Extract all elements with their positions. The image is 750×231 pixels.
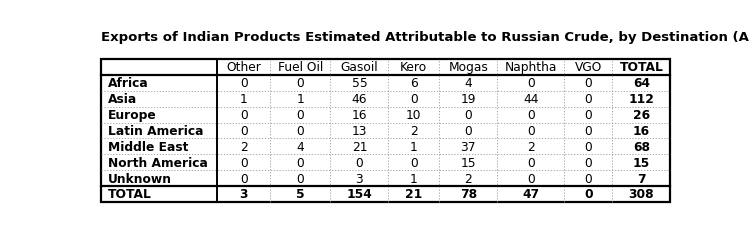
Text: 26: 26 [633, 109, 650, 122]
Text: 64: 64 [633, 77, 650, 90]
Text: 55: 55 [352, 77, 368, 90]
Text: 2: 2 [410, 125, 418, 137]
Text: 0: 0 [240, 77, 248, 90]
Text: Africa: Africa [108, 77, 148, 90]
Text: 0: 0 [464, 125, 472, 137]
Text: 0: 0 [527, 125, 535, 137]
Text: Europe: Europe [108, 109, 157, 122]
Text: Mogas: Mogas [448, 61, 488, 74]
Text: 0: 0 [296, 172, 304, 185]
Text: 0: 0 [527, 172, 535, 185]
Text: 0: 0 [584, 93, 592, 106]
Text: 37: 37 [460, 140, 476, 153]
Text: 308: 308 [628, 188, 654, 201]
Text: 0: 0 [296, 125, 304, 137]
Text: Unknown: Unknown [108, 172, 172, 185]
Text: 0: 0 [296, 156, 304, 169]
Bar [100, 60, 670, 202]
Text: 0: 0 [410, 93, 418, 106]
Text: 7: 7 [637, 172, 646, 185]
Text: TOTAL: TOTAL [108, 188, 152, 201]
Text: 5: 5 [296, 188, 304, 201]
Text: 2: 2 [240, 140, 248, 153]
Text: Latin America: Latin America [108, 125, 203, 137]
Text: 16: 16 [352, 109, 368, 122]
Text: 0: 0 [584, 188, 592, 201]
Text: 15: 15 [633, 156, 650, 169]
Text: 0: 0 [584, 172, 592, 185]
Text: 68: 68 [633, 140, 650, 153]
Text: 4: 4 [296, 140, 304, 153]
Text: 0: 0 [464, 109, 472, 122]
Text: Exports of Indian Products Estimated Attributable to Russian Crude, by Destinati: Exports of Indian Products Estimated Att… [100, 30, 750, 43]
Text: Naphtha: Naphtha [505, 61, 557, 74]
Text: 112: 112 [628, 93, 654, 106]
Text: 0: 0 [240, 156, 248, 169]
Text: 1: 1 [296, 93, 304, 106]
Text: 0: 0 [584, 109, 592, 122]
Text: 15: 15 [460, 156, 476, 169]
Text: Middle East: Middle East [108, 140, 188, 153]
Text: 0: 0 [410, 156, 418, 169]
Text: 1: 1 [410, 140, 418, 153]
Text: 2: 2 [464, 172, 472, 185]
Text: 0: 0 [240, 125, 248, 137]
Text: 2: 2 [527, 140, 535, 153]
Text: 0: 0 [240, 109, 248, 122]
Text: 0: 0 [527, 77, 535, 90]
Text: 16: 16 [633, 125, 650, 137]
Text: TOTAL: TOTAL [620, 61, 663, 74]
Text: Kero: Kero [400, 61, 427, 74]
Text: Fuel Oil: Fuel Oil [278, 61, 323, 74]
Text: Gasoil: Gasoil [340, 61, 378, 74]
Text: 19: 19 [460, 93, 476, 106]
Text: 10: 10 [406, 109, 422, 122]
Text: North America: North America [108, 156, 208, 169]
Text: 21: 21 [405, 188, 422, 201]
Text: 0: 0 [584, 77, 592, 90]
Text: Asia: Asia [108, 93, 137, 106]
Text: 0: 0 [584, 156, 592, 169]
Text: 0: 0 [527, 156, 535, 169]
Text: 46: 46 [352, 93, 368, 106]
Text: 44: 44 [523, 93, 538, 106]
Text: 4: 4 [464, 77, 472, 90]
Text: 0: 0 [356, 156, 363, 169]
Text: 6: 6 [410, 77, 418, 90]
Text: 13: 13 [352, 125, 368, 137]
Text: 78: 78 [460, 188, 477, 201]
Text: 0: 0 [296, 77, 304, 90]
Text: 0: 0 [527, 109, 535, 122]
Text: 0: 0 [240, 172, 248, 185]
Text: 0: 0 [584, 125, 592, 137]
Text: 3: 3 [239, 188, 248, 201]
Text: 1: 1 [240, 93, 248, 106]
Text: 154: 154 [346, 188, 372, 201]
Text: 1: 1 [410, 172, 418, 185]
Text: 47: 47 [522, 188, 539, 201]
Text: 3: 3 [356, 172, 363, 185]
Text: 0: 0 [296, 109, 304, 122]
Text: Other: Other [226, 61, 261, 74]
Text: VGO: VGO [574, 61, 602, 74]
Text: 21: 21 [352, 140, 368, 153]
Text: 0: 0 [584, 140, 592, 153]
